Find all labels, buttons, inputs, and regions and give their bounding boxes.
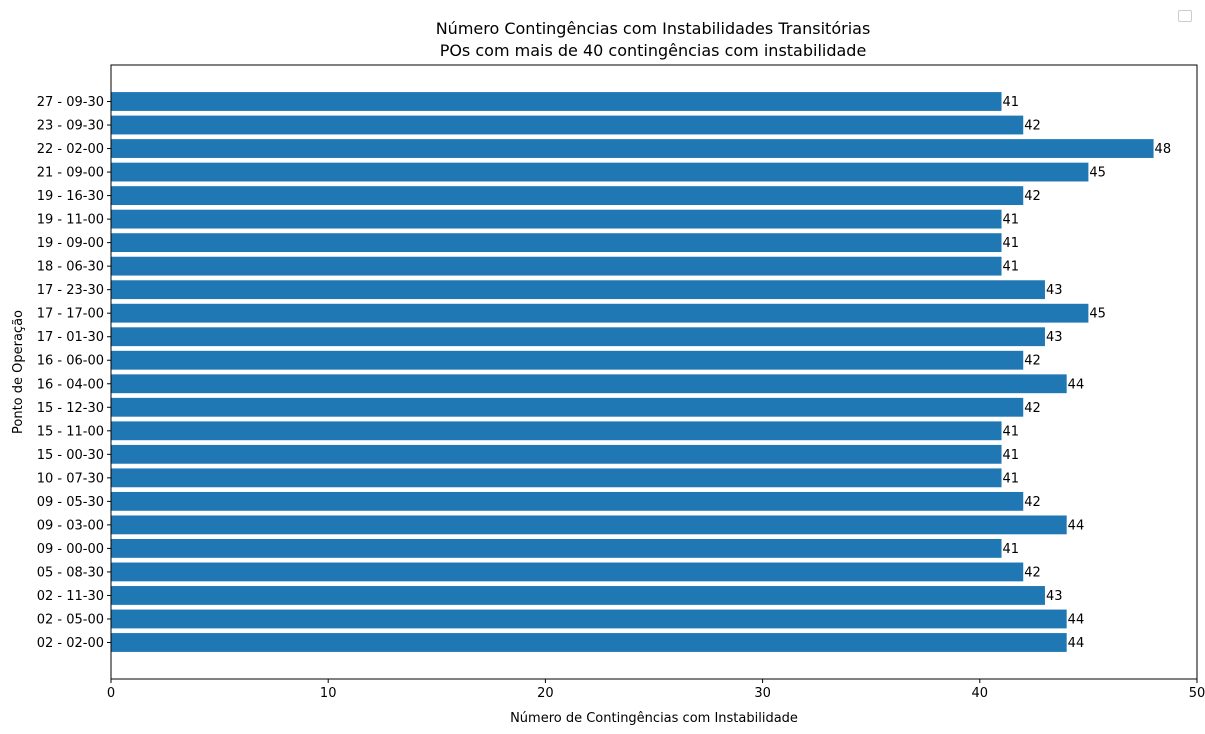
bar-value-label: 41 [1003,471,1020,486]
bar-value-label: 45 [1089,166,1106,181]
bar [111,539,1002,558]
y-tick-label: 22 - 02-00 [37,142,104,157]
bar [111,327,1045,347]
y-tick-label: 09 - 00-00 [37,542,104,557]
y-tick-label: 19 - 16-30 [37,189,104,204]
bar [111,139,1154,158]
bar [111,562,1024,582]
bar-value-label: 42 [1024,401,1041,416]
bar-value-label: 44 [1068,518,1085,533]
bar [111,468,1002,488]
bar-value-label: 41 [1003,260,1020,275]
bar-value-label: 41 [1003,213,1020,228]
bar [111,115,1024,135]
y-tick-label: 15 - 12-30 [37,401,104,416]
y-tick-label: 02 - 11-30 [37,589,104,604]
x-tick-label: 30 [754,686,771,701]
bar [111,209,1002,229]
bar-value-label: 42 [1024,565,1041,580]
y-tick-label: 23 - 09-30 [37,119,104,134]
y-tick-label: 10 - 07-30 [37,471,104,486]
bar-value-label: 45 [1089,307,1106,322]
bar [111,609,1067,629]
y-tick-label: 05 - 08-30 [37,565,104,580]
bar [111,374,1067,394]
chart-title: Número Contingências com Instabilidades … [436,19,871,38]
bar [111,303,1089,323]
x-tick-label: 40 [972,686,989,701]
x-tick-label: 10 [320,686,337,701]
bar [111,186,1024,205]
y-tick-label: 18 - 06-30 [37,260,104,275]
bar [111,92,1002,111]
x-tick-label: 50 [1189,686,1205,701]
y-tick-label: 17 - 17-00 [37,307,104,322]
bar [111,233,1002,253]
bar [111,633,1067,652]
x-tick-label: 0 [107,686,115,701]
bar [111,350,1024,370]
bar [111,444,1002,464]
bar-value-label: 44 [1068,636,1085,651]
y-tick-label: 19 - 09-00 [37,236,104,251]
bar [111,397,1024,417]
legend-box [1178,10,1192,22]
y-tick-label: 09 - 05-30 [37,495,104,510]
bar-value-label: 48 [1155,142,1172,157]
y-tick-label: 16 - 06-00 [37,354,104,369]
bar [111,491,1024,511]
bar-value-label: 44 [1068,612,1085,627]
y-axis-label: Ponto de Operação [11,310,26,434]
y-tick-label: 19 - 11-00 [37,213,104,228]
y-tick-label: 02 - 02-00 [37,636,104,651]
y-tick-label: 02 - 05-00 [37,612,104,627]
bar-value-label: 43 [1046,283,1063,298]
y-tick-label: 17 - 01-30 [37,330,104,345]
y-tick-label: 15 - 00-30 [37,448,104,463]
y-tick-label: 21 - 09-00 [37,166,104,181]
bar [111,280,1045,300]
x-tick-label: 20 [537,686,554,701]
bar-value-label: 42 [1024,354,1041,369]
bar-value-label: 41 [1003,448,1020,463]
bar-value-label: 41 [1003,236,1020,251]
bar [111,515,1067,535]
bar-value-label: 42 [1024,495,1041,510]
bar [111,256,1002,276]
bar-value-label: 41 [1003,542,1020,557]
y-tick-label: 17 - 23-30 [37,283,104,298]
y-tick-label: 27 - 09-30 [37,95,104,110]
y-tick-label: 09 - 03-00 [37,518,104,533]
bar-value-label: 41 [1003,424,1020,439]
bar-value-label: 43 [1046,589,1063,604]
y-tick-label: 15 - 11-00 [37,424,104,439]
plot-frame [110,64,1198,680]
bar [111,162,1089,182]
bar [111,586,1045,605]
bar-value-label: 44 [1068,377,1085,392]
bar-value-label: 42 [1024,189,1041,204]
bar-value-label: 42 [1024,119,1041,134]
x-axis-label: Número de Contingências com Instabilidad… [510,711,798,726]
bar [111,421,1002,441]
chart-subtitle: POs com mais de 40 contingências com ins… [440,41,867,60]
bar-value-label: 43 [1046,330,1063,345]
y-tick-label: 16 - 04-00 [37,377,104,392]
bar-value-label: 41 [1003,95,1020,110]
